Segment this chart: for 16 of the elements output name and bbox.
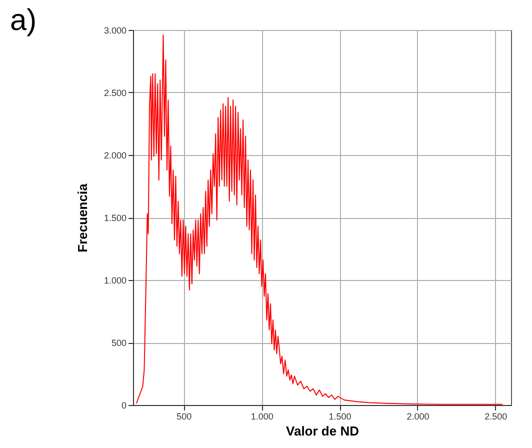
x-tick-label: 2.000: [406, 412, 430, 422]
x-tick-label: 1.500: [328, 412, 352, 422]
y-tick-label: 3.000: [104, 26, 126, 36]
y-tick-label: 0: [121, 400, 126, 410]
line-series: [136, 34, 504, 405]
y-tick-label: 2.000: [104, 150, 126, 160]
x-tick-label: 500: [176, 412, 192, 422]
x-tick-label: 1.000: [250, 412, 274, 422]
y-tick-label: 1.000: [104, 276, 126, 286]
y-tick-label: 2.500: [104, 88, 126, 98]
chart-title: a): [10, 4, 37, 38]
y-axis-title: Frecuencia: [74, 182, 90, 252]
y-tick-label: 1.500: [104, 213, 126, 223]
x-axis-title: Valor de ND: [286, 424, 359, 438]
y-tick-label: 500: [111, 338, 126, 348]
x-tick-label: 2.500: [484, 412, 508, 422]
